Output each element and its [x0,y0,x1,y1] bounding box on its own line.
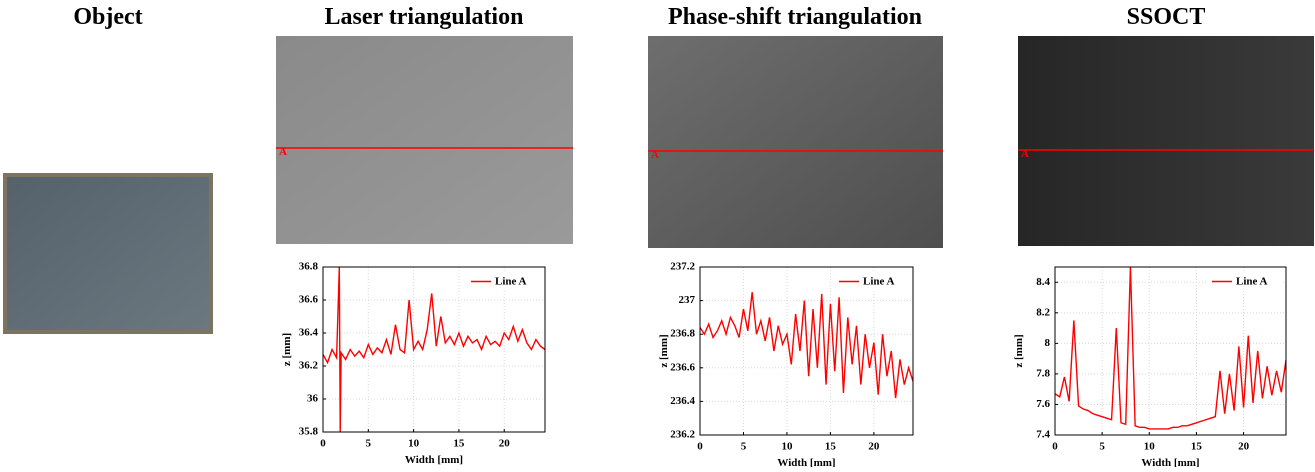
scan-image [1018,36,1314,246]
y-tick-label: 237.2 [670,261,695,273]
panel-title: Object [73,4,142,30]
x-tick-label: 15 [453,438,465,450]
x-tick-label: 10 [408,438,420,450]
profile-line-label: A [279,146,287,158]
y-tick-label: 236.2 [670,429,695,441]
scan-image [648,36,943,248]
data-line [699,292,914,399]
panel-title: Phase-shift triangulation [668,4,922,30]
x-axis-label: Width [mm] [777,457,835,467]
y-tick-label: 236.4 [670,395,695,407]
x-tick-label: 10 [1144,441,1156,453]
y-tick-label: 36 [307,393,319,405]
plot-area [323,267,545,432]
y-tick-label: 7.6 [1036,398,1050,410]
x-tick-label: 5 [1099,441,1105,453]
x-axis-label: Width [mm] [405,454,463,466]
y-tick-label: 36.6 [299,294,319,306]
y-tick-label: 8.2 [1036,306,1050,318]
x-tick-label: 20 [868,441,880,453]
x-tick-label: 20 [499,438,511,450]
y-tick-label: 236.6 [670,361,695,373]
y-tick-label: 8 [1045,337,1051,349]
legend-label: Line A [495,276,527,288]
legend-box [1207,272,1283,291]
y-tick-label: 236.8 [670,328,695,340]
y-tick-label: 36.8 [299,261,319,273]
plot-area [1055,267,1286,435]
x-axis-label: Width [mm] [1141,457,1199,467]
y-tick-label: 7.8 [1036,367,1050,379]
x-tick-label: 20 [1238,441,1250,453]
y-tick-label: 35.8 [299,426,319,438]
scan-image [276,36,573,244]
panel-title: Laser triangulation [325,4,524,30]
y-axis-label: z [mm] [1013,334,1025,367]
y-tick-label: 36.2 [299,360,319,372]
x-tick-label: 15 [825,441,837,453]
x-tick-label: 10 [781,441,793,453]
y-tick-label: 237 [679,294,696,306]
y-tick-label: 8.4 [1036,276,1050,288]
y-tick-label: 7.4 [1036,429,1050,441]
legend-box [834,272,910,291]
x-tick-label: 5 [741,441,747,453]
object-photo [7,177,209,330]
plot-frame [322,266,546,433]
x-tick-label: 0 [697,441,703,453]
x-tick-label: 0 [1052,441,1058,453]
profile-line-label: A [651,149,659,161]
plot-area [700,267,913,435]
data-line [1054,266,1287,430]
panel-title: SSOCT [1127,4,1206,30]
plot-frame [699,266,914,436]
legend-label: Line A [863,276,895,288]
x-tick-label: 0 [320,438,326,450]
legend-box [466,272,542,291]
y-axis-label: z [mm] [658,334,670,367]
x-tick-label: 5 [366,438,372,450]
y-tick-label: 36.4 [299,327,319,339]
x-tick-label: 15 [1191,441,1203,453]
profile-line-label: A [1021,148,1029,160]
legend-label: Line A [1236,276,1268,288]
plot-frame [1054,266,1287,436]
data-line [322,266,546,433]
y-axis-label: z [mm] [281,333,293,366]
